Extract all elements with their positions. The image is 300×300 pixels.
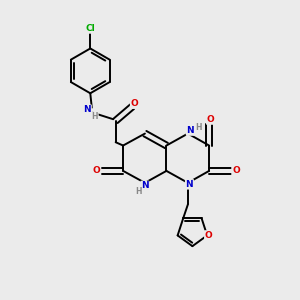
Text: N: N	[187, 126, 194, 135]
Text: N: N	[141, 181, 149, 190]
Text: O: O	[205, 231, 212, 240]
Text: O: O	[207, 115, 214, 124]
Text: O: O	[92, 167, 100, 176]
Text: O: O	[130, 99, 138, 108]
Text: H: H	[195, 122, 202, 131]
Text: N: N	[83, 105, 91, 114]
Text: H: H	[135, 187, 142, 196]
Text: H: H	[92, 112, 98, 121]
Text: Cl: Cl	[85, 24, 95, 33]
Text: O: O	[232, 167, 240, 176]
Text: N: N	[186, 180, 193, 189]
